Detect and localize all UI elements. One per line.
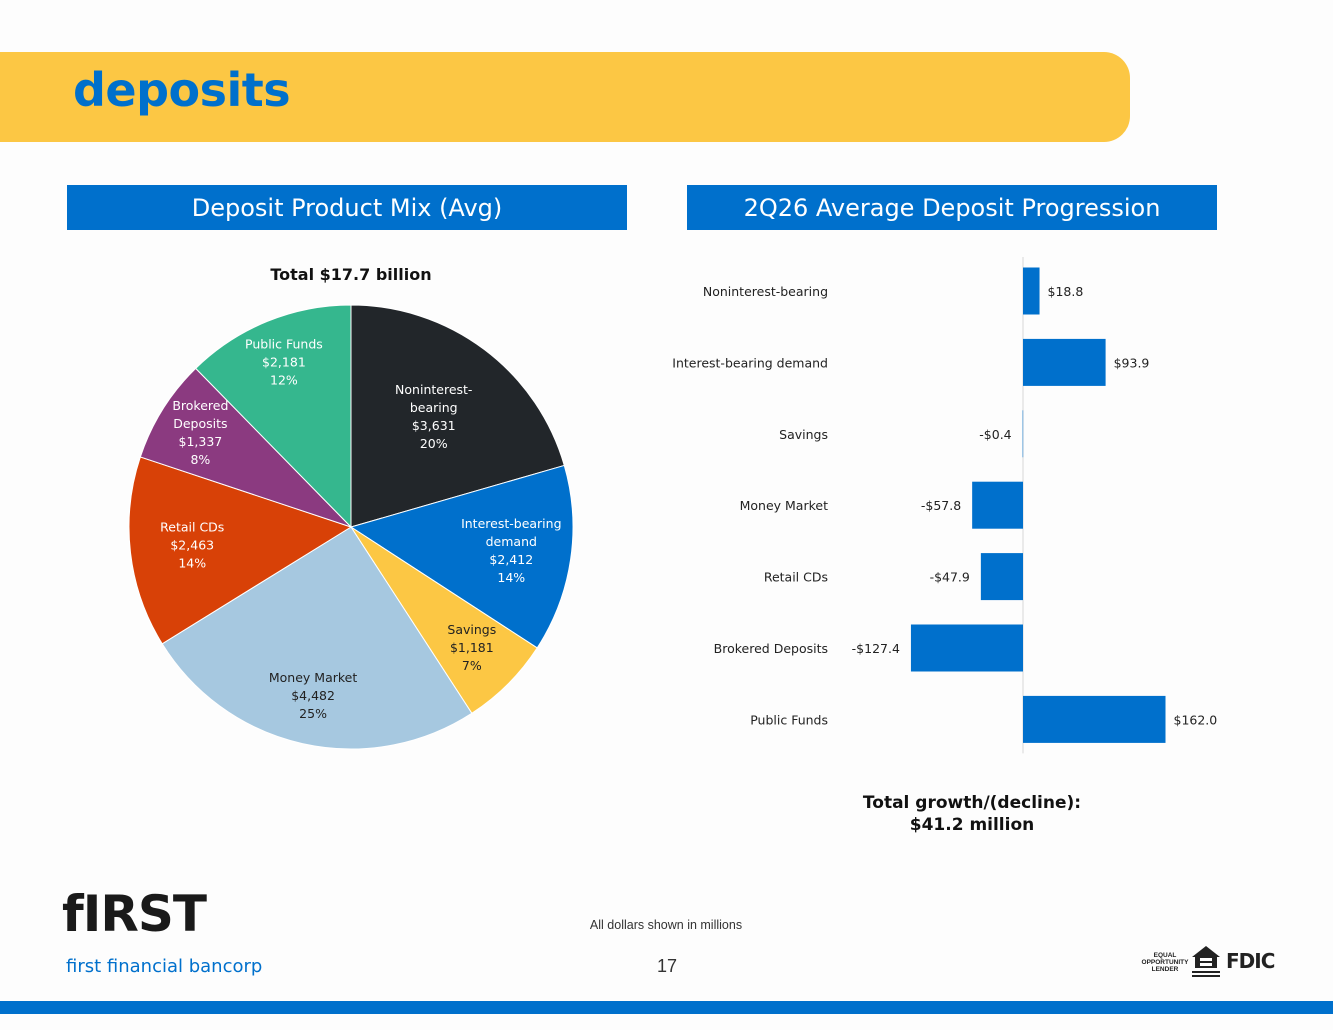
bar-value-label-interest-bearing-demand: $93.9 — [1114, 355, 1150, 370]
pie-slice-money-market — [161, 526, 473, 750]
bar-value-label-savings: -$0.4 — [979, 427, 1011, 442]
bar-category-label-public-funds: Public Funds — [750, 712, 828, 727]
pie-label-brokered-deposits: Brokered Deposits $1,337 8% — [172, 398, 228, 467]
bar-savings — [1022, 410, 1024, 458]
pie-slice-brokered-deposits — [139, 367, 352, 528]
page-title: deposits — [73, 63, 291, 117]
bar-value-label-public-funds: $162.0 — [1174, 712, 1218, 727]
total-growth-note: Total growth/(decline): $41.2 million — [842, 792, 1102, 836]
pie-label-savings: Savings $1,181 7% — [447, 622, 496, 673]
pie-slice-public-funds — [194, 304, 352, 529]
bar-category-label-interest-bearing-demand: Interest-bearing demand — [672, 355, 828, 370]
pie-label-retail-cds: Retail CDs $2,463 14% — [160, 520, 224, 571]
bar-category-label-savings: Savings — [779, 427, 828, 442]
bar-money-market — [972, 481, 1023, 529]
bar-value-label-brokered-deposits: -$127.4 — [852, 641, 900, 656]
bar-value-label-money-market: -$57.8 — [921, 498, 961, 513]
fdic-badge: FDIC — [1226, 949, 1275, 973]
pie-label-public-funds: Public Funds $2,181 12% — [245, 337, 323, 388]
bar-category-label-money-market: Money Market — [740, 498, 828, 513]
bar-category-label-noninterest-bearing: Noninterest-bearing — [703, 284, 828, 299]
bar-section-header: 2Q26 Average Deposit Progression — [687, 185, 1217, 230]
pie-slice-retail-cds — [128, 456, 353, 645]
pie-label-interest-bearing-demand: Interest-bearing demand $2,412 14% — [461, 516, 561, 585]
equal-opportunity-lender-badge: EQUAL OPPORTUNITY LENDER — [1141, 952, 1189, 973]
pie-section-header: Deposit Product Mix (Avg) — [67, 185, 627, 230]
pie-label-money-market: Money Market $4,482 25% — [269, 670, 357, 721]
bar-category-label-brokered-deposits: Brokered Deposits — [714, 641, 828, 656]
pie-title: Total $17.7 billion — [270, 265, 431, 284]
footer-bar — [0, 1001, 1333, 1014]
bar-retail-cds — [980, 553, 1023, 601]
total-growth-value: $41.2 million — [909, 815, 1035, 835]
pie-label-noninterest-bearing: Noninterest-bearing $3,631 20% — [395, 382, 472, 451]
bar-value-label-noninterest-bearing: $18.8 — [1048, 284, 1084, 299]
company-logo-name: first financial bancorp — [66, 956, 263, 977]
total-growth-label: Total growth/(decline): — [862, 793, 1082, 813]
pie-slice-noninterest-bearing — [350, 304, 565, 528]
company-logo-wordmark: fIRST — [62, 885, 207, 943]
page-number: 17 — [656, 956, 678, 976]
footnote: All dollars shown in millions — [589, 918, 743, 932]
bar-public-funds — [1023, 695, 1166, 743]
bar-brokered-deposits — [910, 624, 1023, 672]
bar-value-label-retail-cds: -$47.9 — [930, 570, 970, 585]
pie-slice-interest-bearing-demand — [349, 464, 574, 649]
bar-category-label-retail-cds: Retail CDs — [764, 570, 828, 585]
equal-housing-icon — [1192, 946, 1220, 977]
title-banner — [0, 52, 1130, 142]
bar-interest-bearing-demand — [1023, 338, 1106, 386]
bar-noninterest-bearing — [1023, 267, 1040, 315]
